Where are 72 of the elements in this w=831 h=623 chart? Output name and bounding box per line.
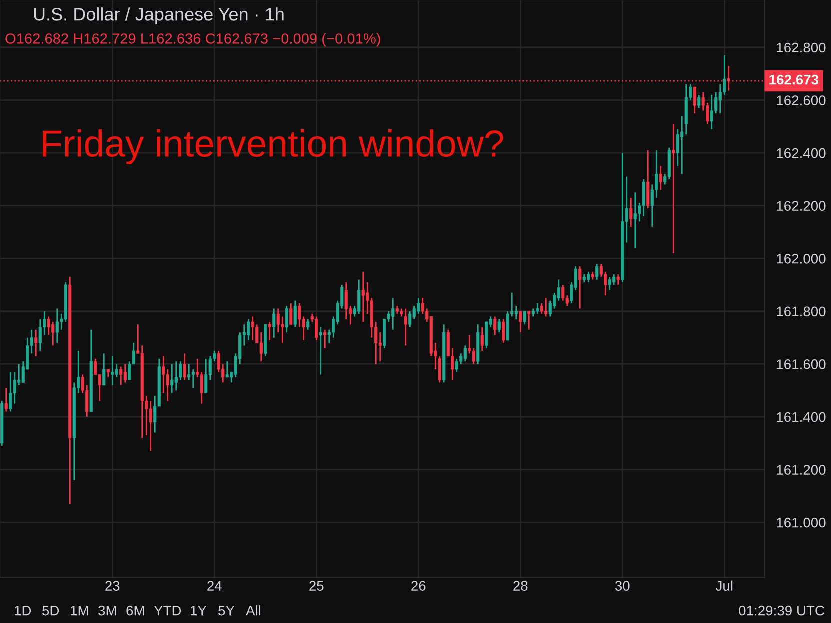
x-tick-label: 23	[106, 581, 120, 591]
text: 5Y	[218, 606, 235, 616]
candlestick	[502, 318, 506, 344]
candlestick	[183, 352, 186, 381]
candlestick	[642, 178, 646, 218]
candlestick	[111, 356, 114, 386]
x-tick-label: 25	[310, 581, 324, 591]
candlestick	[4, 387, 8, 412]
candlestick	[34, 329, 38, 357]
y-tick-label: 161.600	[777, 360, 826, 370]
y-tick-label: 162.400	[777, 148, 826, 158]
candlestick	[306, 318, 310, 331]
candlestick	[698, 94, 701, 109]
candlestick	[285, 305, 288, 334]
annotation: Friday intervention window?	[43, 130, 504, 164]
y-tick-label: 161.800	[777, 306, 826, 317]
candlestick	[324, 329, 327, 350]
text: O162.682 H162.729 L162.636 C162.673 −0.009 (−0.01%)	[6, 33, 380, 47]
x-tick-label: Jul	[716, 580, 733, 591]
candlestick	[596, 263, 599, 280]
candlestick	[630, 197, 633, 228]
text: 5D	[42, 606, 60, 616]
candlestick	[464, 345, 467, 362]
x-tick-label: 28	[514, 581, 528, 591]
candlestick	[727, 66, 730, 92]
y-tick-label: 161.400	[777, 412, 826, 422]
y-tick-label: 162.600	[777, 96, 826, 106]
y-tick-label: 161.200	[777, 465, 826, 475]
candlestick	[494, 316, 497, 336]
text: 6M	[126, 606, 144, 616]
candlestick	[268, 321, 272, 342]
candlestick	[616, 274, 620, 286]
candlestick	[659, 166, 662, 191]
candlestick	[124, 364, 127, 384]
candlestick	[170, 364, 174, 394]
x-tick-label: 30	[615, 581, 630, 591]
candlestick	[672, 123, 676, 254]
text: YTD	[154, 606, 182, 616]
candlestick	[272, 308, 276, 339]
y-tick-label: 162.000	[777, 254, 826, 264]
y-tick-label: 162.200	[777, 201, 826, 212]
text: 01:29:39 UTC	[739, 606, 824, 616]
candlestick	[404, 308, 408, 346]
y-tick-label: 161.000	[777, 518, 826, 528]
candlestick	[9, 371, 12, 412]
text: All	[246, 606, 261, 616]
candlestick	[523, 310, 526, 326]
candlestick	[120, 366, 123, 386]
candlestick	[294, 300, 297, 328]
candlestick	[498, 318, 501, 334]
ref-line-label: 162.673	[770, 74, 819, 85]
x-tick-label: 24	[208, 581, 222, 591]
text: 3M	[98, 606, 116, 616]
candlestick	[562, 284, 565, 302]
text: 1Y	[191, 606, 207, 616]
candlestick	[646, 150, 650, 210]
candlestick	[290, 302, 293, 326]
candlestick	[102, 352, 106, 386]
candlestick	[514, 305, 518, 320]
candlestick	[480, 326, 484, 352]
candlestick	[528, 310, 531, 331]
candlestick	[204, 358, 208, 394]
candlestick	[519, 310, 522, 334]
text: 1D	[15, 606, 32, 616]
x-tick-label: 26	[412, 581, 426, 591]
y-tick-label: 162.800	[777, 42, 826, 53]
candlestick	[319, 326, 322, 376]
candlestick	[693, 86, 696, 114]
candlestick	[578, 266, 582, 310]
text: 1M	[71, 606, 88, 616]
chart-title: U.S. Dollar / Japanese Yen · 1h	[34, 8, 284, 24]
candlestick	[149, 400, 152, 452]
